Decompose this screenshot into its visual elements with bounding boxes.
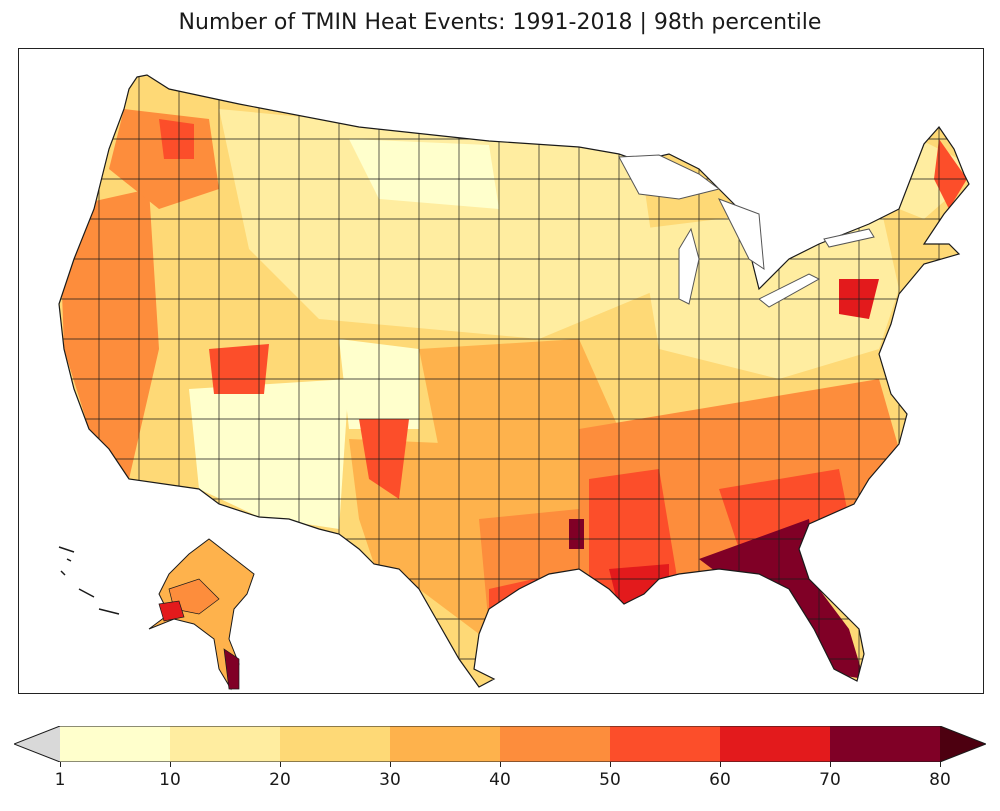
region-northern-plains [219, 109, 659, 339]
region-southwest [189, 379, 349, 529]
region-east-texas [479, 509, 579, 629]
colorbar-over-arrow [940, 726, 986, 762]
region-maine-coast [934, 139, 967, 209]
region-louisiana-coast [609, 564, 669, 609]
region-utah-hotspot [209, 344, 269, 394]
colorbar-tick-mark [390, 762, 391, 767]
lake-erie [758, 273, 821, 308]
colorbar-tick-mark [280, 762, 281, 767]
colorbar-tick-mark [720, 762, 721, 767]
map-title: Number of TMIN Heat Events: 1991-2018 | … [178, 10, 822, 35]
alaska-southcentral [158, 600, 185, 622]
lake-michigan [678, 227, 700, 305]
colorbar-under-arrow [14, 726, 60, 762]
lake-ontario [823, 228, 875, 248]
great-lakes [618, 154, 875, 308]
colorbar-bin-50-60 [610, 726, 721, 762]
colorbar-bin-10-20 [170, 726, 281, 762]
colorbar-tick-mark [170, 762, 171, 767]
colorbar-tick-label: 40 [489, 770, 511, 790]
region-pacific-coast [59, 189, 159, 479]
lake-superior [618, 154, 721, 200]
colorbar-tick-label: 10 [159, 770, 181, 790]
colorbar-bins [60, 726, 941, 762]
region-sabine [569, 519, 584, 549]
alaska-inset [58, 538, 255, 691]
choropleth-map [58, 74, 970, 691]
colorbar-tick-mark [60, 762, 61, 767]
colorbar-tick-label: 30 [379, 770, 401, 790]
colorbar-tick-label: 60 [709, 770, 731, 790]
colorbar-tick-mark [610, 762, 611, 767]
colorbar-tick-label: 20 [269, 770, 291, 790]
colorbar-tick-mark [830, 762, 831, 767]
alaska-panhandle [223, 648, 240, 690]
region-florida [699, 519, 864, 679]
lake-huron [717, 198, 765, 270]
region-northern-rockies [349, 139, 499, 209]
colorbar-bin-70-80 [830, 726, 941, 762]
colorbar-tick-label: 70 [819, 770, 841, 790]
map-panel [18, 48, 984, 694]
colorbar-tick-label: 80 [929, 770, 951, 790]
colorbar-bin-40-50 [500, 726, 611, 762]
colorbar-tick-label: 1 [54, 770, 66, 790]
colorbar-bin-60-70 [720, 726, 831, 762]
colorbar-bin-20-30 [280, 726, 391, 762]
colorbar-bin-30-40 [390, 726, 501, 762]
colorbar [14, 726, 986, 762]
colorbar-bin-1-10 [60, 726, 171, 762]
region-southern-plains [419, 339, 619, 469]
colorbar-tick-mark [500, 762, 501, 767]
aleutian-islands [58, 546, 120, 615]
colorbar-tick-mark [940, 762, 941, 767]
colorbar-tick-label: 50 [599, 770, 621, 790]
